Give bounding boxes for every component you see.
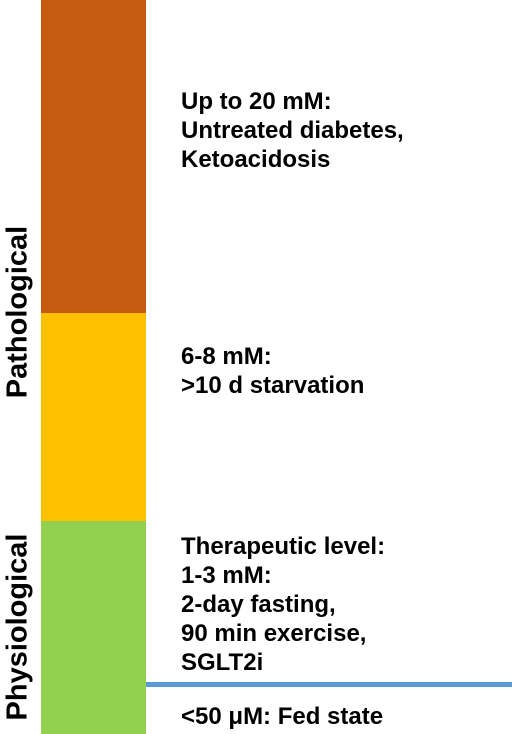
starvation-level-description: 6-8 mM: >10 d starvation [181, 343, 365, 399]
fed-state-threshold-line [146, 682, 512, 687]
pathological-high-band [41, 0, 146, 313]
physiological-label: Physiological [1, 533, 34, 721]
high-level-description: Up to 20 mM: Untreated diabetes, Ketoaci… [181, 88, 404, 173]
physiological-band [41, 521, 146, 734]
pathological-label: Pathological [1, 225, 34, 399]
pathological-moderate-band [41, 313, 146, 521]
therapeutic-level-description: Therapeutic level: 1-3 mM: 2-day fasting… [181, 533, 386, 676]
fed-state-description: <50 μM: Fed state [181, 703, 384, 730]
